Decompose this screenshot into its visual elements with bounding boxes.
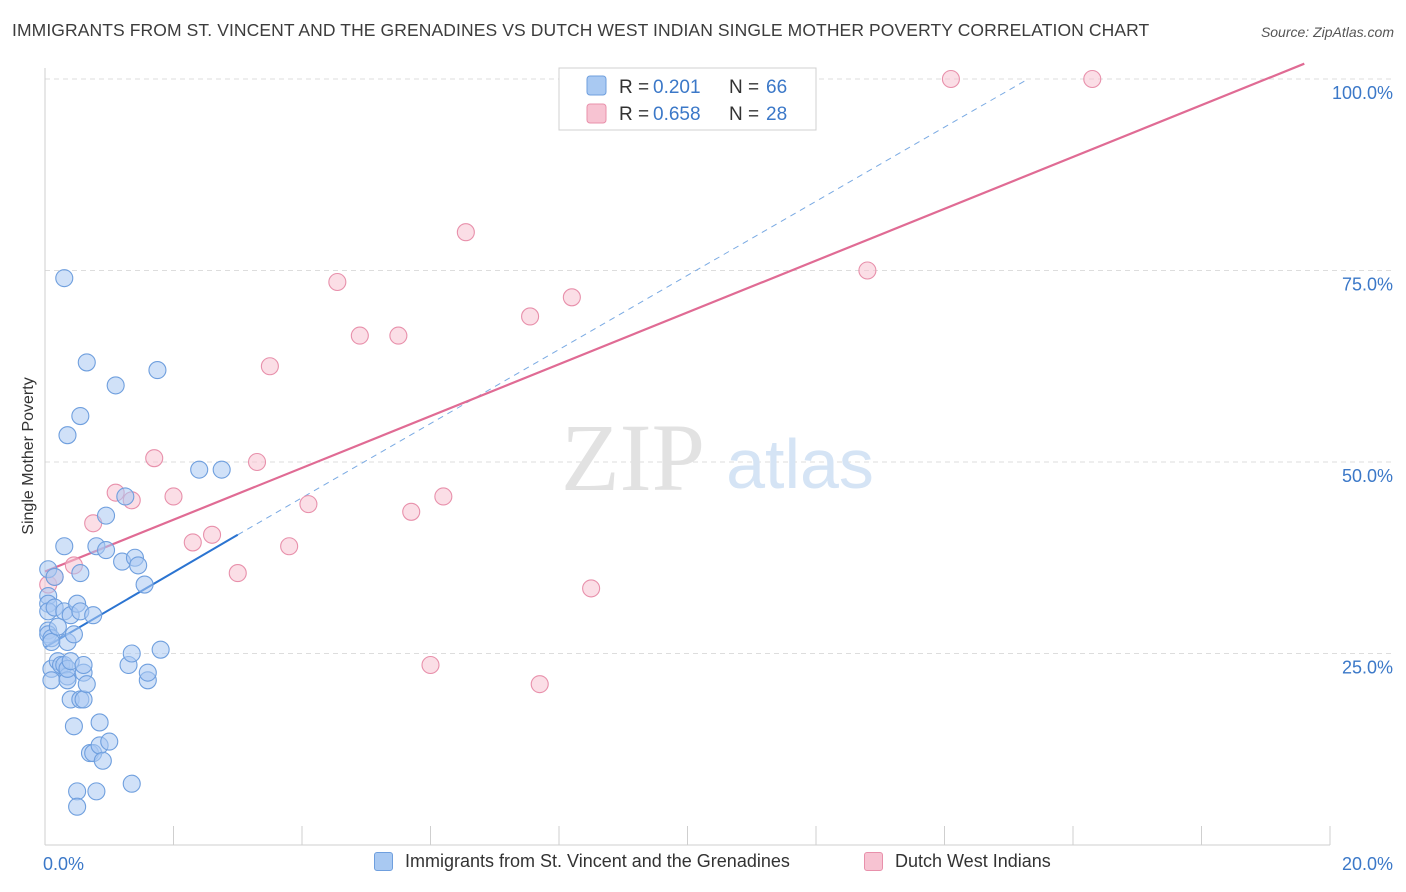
data-point-series2: [328, 272, 347, 292]
trend-line-series1-extension: [237, 78, 1029, 536]
watermark-atlas: atlas: [726, 425, 874, 503]
data-point-series1: [77, 675, 96, 694]
x-tick-label: 0.0%: [43, 854, 84, 874]
data-point-series2: [299, 495, 318, 514]
data-point-series2: [350, 326, 369, 345]
data-point-series2: [247, 452, 267, 472]
legend-n-value-2: 28: [766, 104, 787, 125]
axis-labels: 25.0% 50.0% 75.0% 100.0% 0.0% 20.0%: [43, 83, 1393, 874]
legend-swatch-series1: [586, 75, 607, 96]
data-point-series2: [280, 537, 299, 556]
data-point-series2: [260, 357, 279, 376]
data-point-series1: [212, 460, 231, 479]
data-point-series2: [1083, 69, 1102, 89]
data-point-series1: [84, 606, 103, 625]
data-point-series1: [100, 732, 119, 751]
axes: [44, 68, 1331, 846]
data-point-series2: [530, 675, 549, 694]
data-point-series1: [74, 690, 93, 709]
data-point-series1: [87, 782, 106, 801]
legend-n-label-1: N =: [729, 77, 759, 98]
trend-lines: [44, 62, 1305, 649]
legend-r-label-1: R =: [619, 77, 649, 98]
data-point-series2: [389, 326, 408, 345]
watermark: ZIP atlas: [561, 404, 874, 511]
data-point-series1: [135, 575, 154, 594]
data-point-series2: [456, 223, 475, 242]
data-point-series1: [68, 797, 87, 816]
data-point-series2: [228, 564, 247, 583]
data-point-series2: [941, 69, 960, 89]
bottom-legend-series2: Dutch West Indians: [864, 851, 1051, 872]
data-point-series1: [122, 774, 141, 793]
data-point-series2: [858, 261, 877, 280]
data-point-series1: [122, 644, 141, 663]
data-point-series1: [129, 556, 148, 575]
data-point-series1: [58, 426, 77, 445]
bottom-legend: Immigrants from St. Vincent and the Gren…: [0, 851, 1406, 877]
data-point-series1: [190, 460, 209, 479]
watermark-zip: ZIP: [561, 404, 705, 511]
data-point-series2: [164, 487, 183, 506]
data-point-series1: [45, 567, 64, 586]
data-point-series1: [138, 663, 157, 682]
data-point-series2: [145, 449, 164, 468]
data-point-series1: [42, 671, 61, 690]
data-point-series1: [93, 751, 112, 770]
x-tick-label: 20.0%: [1342, 854, 1393, 874]
chart-title: IMMIGRANTS FROM ST. VINCENT AND THE GREN…: [12, 20, 1150, 40]
data-point-series2: [402, 502, 421, 521]
legend-n-label-2: N =: [729, 104, 759, 125]
data-points: [39, 69, 1102, 816]
y-tick-label: 75.0%: [1342, 275, 1393, 295]
data-point-series1: [77, 353, 96, 372]
data-point-series1: [71, 406, 90, 426]
bottom-legend-swatch-series1: [374, 852, 393, 871]
legend-r-value-2: 0.658: [653, 104, 701, 125]
data-point-series1: [42, 632, 61, 652]
data-point-series2: [562, 288, 581, 307]
y-axis-label: Single Mother Poverty: [20, 377, 37, 534]
data-point-series1: [64, 717, 83, 736]
data-point-series2: [421, 655, 440, 675]
data-point-series1: [55, 537, 74, 556]
data-point-series1: [116, 487, 135, 506]
bottom-legend-label-series1: Immigrants from St. Vincent and the Gren…: [405, 851, 790, 871]
legend: R = 0.201 N = 66 R = 0.658 N = 28: [558, 67, 817, 131]
legend-swatch-series2: [586, 103, 607, 124]
source-credit: Source: ZipAtlas.com: [1260, 24, 1394, 40]
bottom-legend-series1: Immigrants from St. Vincent and the Gren…: [374, 851, 790, 872]
data-point-series2: [582, 579, 601, 598]
data-point-series1: [71, 564, 90, 583]
data-point-series2: [203, 525, 222, 544]
data-point-series1: [74, 655, 93, 675]
data-point-series1: [151, 640, 170, 659]
bottom-legend-label-series2: Dutch West Indians: [895, 851, 1051, 871]
y-tick-label: 50.0%: [1342, 466, 1393, 486]
data-point-series1: [48, 617, 67, 636]
legend-r-label-2: R =: [619, 104, 649, 125]
gridlines: [45, 78, 1395, 654]
trend-line-series2: [44, 62, 1305, 573]
data-point-series1: [148, 361, 167, 380]
data-point-series1: [96, 541, 116, 560]
data-point-series2: [434, 487, 453, 506]
data-point-series1: [96, 506, 116, 525]
data-point-series1: [106, 376, 125, 395]
data-point-series1: [68, 782, 87, 801]
legend-n-value-1: 66: [766, 77, 787, 98]
data-point-series1: [55, 269, 74, 288]
data-point-series1: [64, 625, 83, 644]
data-point-series1: [90, 713, 109, 732]
y-tick-label: 25.0%: [1342, 658, 1393, 678]
bottom-legend-swatch-series2: [864, 852, 883, 871]
legend-r-value-1: 0.201: [653, 77, 701, 98]
y-tick-label: 100.0%: [1332, 83, 1393, 103]
data-point-series2: [183, 533, 202, 552]
data-point-series2: [521, 307, 540, 326]
